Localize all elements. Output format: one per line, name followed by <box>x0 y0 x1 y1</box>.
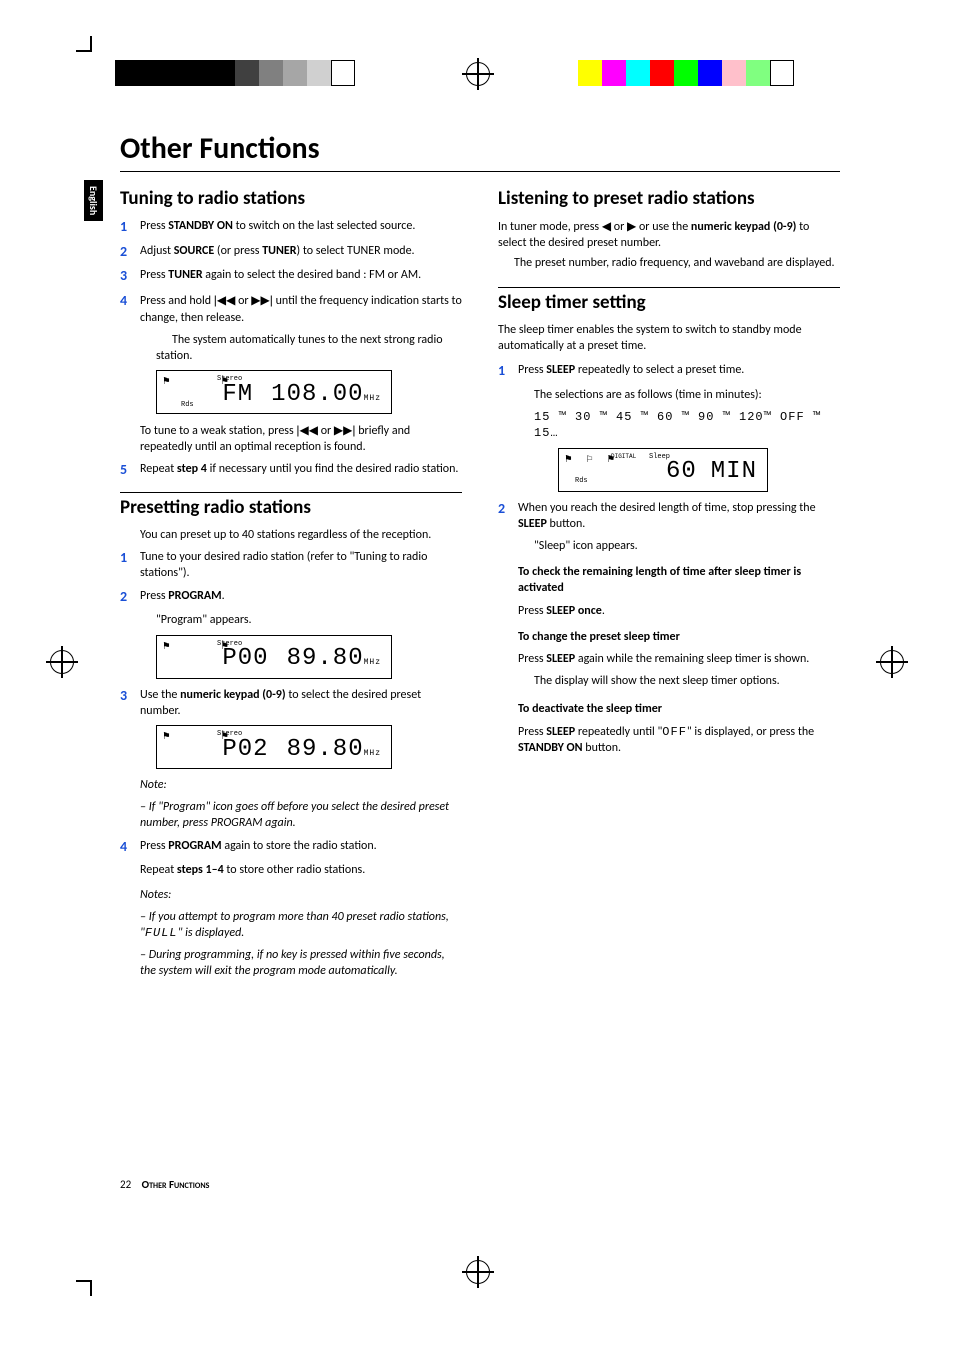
page-title: Other Functions <box>120 130 840 172</box>
registration-mark <box>466 62 490 86</box>
step-text: Press and hold |◀◀ or ▶▶| until the freq… <box>140 292 462 325</box>
lcd-rds-label: Rds <box>575 477 588 486</box>
note-body: – During programming, if no key is press… <box>140 948 445 978</box>
step-text: Tune to your desired radio station (refe… <box>140 549 462 581</box>
section-heading-tuning: Tuning to radio stations <box>120 186 462 212</box>
paragraph: Press SLEEP once. <box>518 603 840 619</box>
section-intro: You can preset up to 40 stations regardl… <box>140 527 462 543</box>
note-body: – If "Program" icon goes off before you … <box>140 800 449 830</box>
prev-track-icon: |◀◀ <box>296 423 318 437</box>
footer-section: Other Functions <box>142 1178 210 1191</box>
right-column: Listening to preset radio stations In tu… <box>498 186 840 986</box>
sub-heading: To change the preset sleep timer <box>518 630 680 644</box>
step-number: 1 <box>120 549 140 581</box>
next-track-icon: ▶▶| <box>334 423 356 437</box>
lcd-rds-label: Rds <box>181 401 194 410</box>
step-number: 2 <box>120 243 140 262</box>
step-number: 3 <box>120 687 140 719</box>
step-number: 5 <box>120 461 140 480</box>
step-number: 2 <box>120 588 140 607</box>
lcd-display: ⚑ ⚐ ⚑ DIGITAL Sleep Rds 60MIN <box>558 448 768 492</box>
language-tab: English <box>84 180 103 221</box>
note-body: – If you attempt to program more than 40… <box>140 910 449 940</box>
step-text: Press PROGRAM again to store the radio s… <box>140 838 462 857</box>
lcd-digital-label: DIGITAL <box>611 453 636 461</box>
step-number: 1 <box>498 362 518 381</box>
page-number: 22 <box>120 1178 131 1191</box>
page-footer: 22 Other Functions <box>120 1178 209 1191</box>
page-content: Other Functions Tuning to radio stations… <box>120 130 840 986</box>
step-repeat: Repeat steps 1–4 to store other radio st… <box>140 862 462 878</box>
step-text: When you reach the desired length of tim… <box>518 500 840 532</box>
colorbar-left <box>115 60 355 86</box>
lcd-display: ⚑ ⚑ Stereo P0089.80MHz <box>156 635 392 679</box>
section-intro: The sleep timer enables the system to sw… <box>498 322 840 354</box>
lcd-main-text: P0289.80MHz <box>222 734 381 766</box>
crop-mark <box>76 1280 92 1282</box>
step-number: 2 <box>498 500 518 532</box>
step-text: Repeat step 4 if necessary until you fin… <box>140 461 462 480</box>
step-number: 4 <box>120 838 140 857</box>
step-note: "Sleep" icon appears. <box>534 538 840 554</box>
sub-heading: To deactivate the sleep timer <box>518 702 662 716</box>
notes-heading: Notes: <box>140 888 171 902</box>
note-heading: Note: <box>140 778 167 792</box>
section-heading-listen: Listening to preset radio stations <box>498 186 840 212</box>
registration-mark <box>466 1260 490 1284</box>
lcd-main-text: 60MIN <box>666 456 757 488</box>
right-arrow-icon: ▶ <box>627 219 636 233</box>
next-track-icon: ▶▶| <box>251 293 273 307</box>
step-number: 1 <box>120 218 140 237</box>
step-number: 4 <box>120 292 140 325</box>
step-text: Press STANDBY ON to switch on the last s… <box>140 218 462 237</box>
paragraph: The display will show the next sleep tim… <box>518 673 840 689</box>
tune-weak-note: To tune to a weak station, press |◀◀ or … <box>140 422 462 455</box>
sleep-sequence: 15 ™ 30 ™ 45 ™ 60 ™ 90 ™ 120™ OFF ™ 15… <box>534 409 840 441</box>
step-note: "Program" appears. <box>156 612 462 628</box>
crop-mark <box>76 50 92 52</box>
left-column: Tuning to radio stations 1 Press STANDBY… <box>120 186 462 986</box>
step-text: Use the numeric keypad (0-9) to select t… <box>140 687 462 719</box>
step-text: Press SLEEP repeatedly to select a prese… <box>518 362 840 381</box>
left-arrow-icon: ◀ <box>602 219 611 233</box>
prev-track-icon: |◀◀ <box>214 293 236 307</box>
step-text: Adjust SOURCE (or press TUNER) to select… <box>140 243 462 262</box>
step-text: Press TUNER again to select the desired … <box>140 267 462 286</box>
sub-heading: To check the remaining length of time af… <box>518 565 801 595</box>
registration-mark <box>50 650 74 674</box>
lcd-display: ⚑ ⚑ Stereo P0289.80MHz <box>156 725 392 769</box>
lcd-display: ⚑ ⚑ Stereo Rds FM108.00MHz <box>156 370 392 414</box>
lcd-main-text: FM108.00MHz <box>222 379 381 411</box>
paragraph: Press SLEEP again while the remaining sl… <box>518 651 840 667</box>
section-heading-preset: Presetting radio stations <box>120 492 462 521</box>
section-heading-sleep: Sleep timer setting <box>498 287 840 316</box>
colorbar-right <box>578 60 794 86</box>
step-number: 3 <box>120 267 140 286</box>
paragraph: The preset number, radio frequency, and … <box>498 255 840 271</box>
step-note: The system automatically tunes to the ne… <box>156 332 462 364</box>
step-note: The selections are as follows (time in m… <box>534 387 840 403</box>
lcd-main-text: P0089.80MHz <box>222 643 381 675</box>
paragraph: Press SLEEP repeatedly until "OFF" is di… <box>518 724 840 756</box>
paragraph: In tuner mode, press ◀ or ▶ or use the n… <box>498 218 840 251</box>
registration-mark <box>880 650 904 674</box>
step-text: Press PROGRAM. <box>140 588 462 607</box>
